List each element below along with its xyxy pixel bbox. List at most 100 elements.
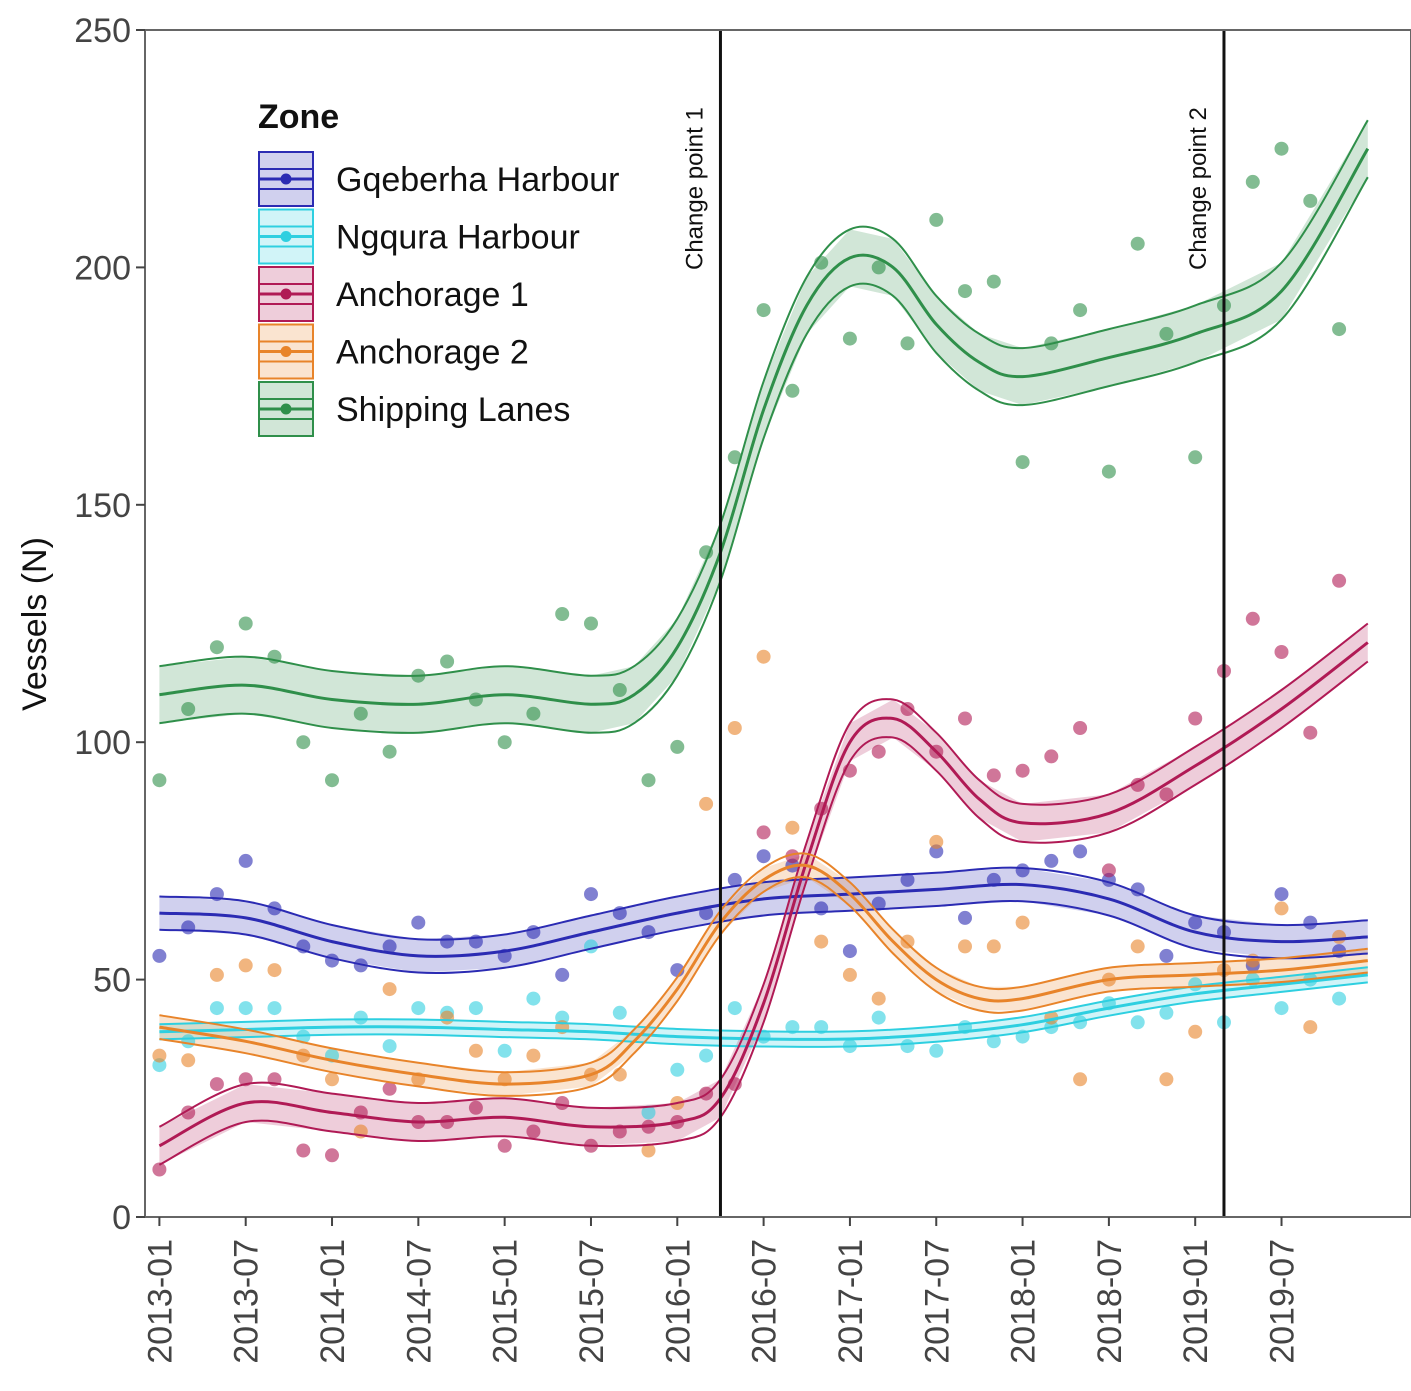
data-point (785, 1020, 800, 1035)
data-point (785, 383, 800, 398)
data-point (900, 702, 915, 716)
data-point (1303, 725, 1318, 740)
data-point (1015, 455, 1030, 470)
band-lower-line-2 (158, 660, 1369, 1166)
data-point (727, 721, 742, 735)
data-point (181, 1053, 196, 1068)
data-point (238, 616, 253, 631)
data-point (814, 1020, 829, 1035)
data-point (727, 872, 742, 887)
data-point (1044, 853, 1059, 868)
data-point (1332, 991, 1347, 1006)
data-point (152, 773, 167, 788)
data-point (1130, 1015, 1145, 1030)
data-point (871, 744, 886, 759)
legend-label: Shipping Lanes (336, 391, 570, 429)
band-upper-line-3 (159, 852, 1368, 1074)
data-point (468, 1100, 483, 1115)
data-point (526, 991, 541, 1006)
data-point (1159, 1072, 1174, 1087)
data-point (1015, 915, 1030, 930)
band-upper-line-4 (159, 119, 1369, 677)
x-tick-label: 2017-01 (832, 1239, 870, 1364)
trend-line-0 (159, 882, 1368, 958)
data-point (756, 649, 771, 664)
data-point (900, 336, 915, 351)
y-tick-label: 0 (112, 1199, 131, 1237)
data-point (1274, 901, 1289, 916)
band-lower-line-0 (159, 899, 1368, 974)
data-point (1015, 763, 1030, 778)
data-point (842, 331, 857, 346)
legend-marker (280, 346, 292, 357)
data-point (785, 820, 800, 835)
data-point (382, 1081, 397, 1096)
trend-line-1 (159, 973, 1368, 1041)
data-point (1073, 1072, 1088, 1087)
data-point (1101, 863, 1116, 878)
data-point (526, 1048, 541, 1063)
data-point (497, 735, 512, 750)
data-point (353, 706, 368, 721)
data-point (958, 711, 972, 726)
data-point (497, 1138, 512, 1153)
data-point (1015, 863, 1030, 878)
data-point (929, 212, 944, 227)
data-point (871, 896, 886, 911)
y-tick-label: 150 (74, 487, 131, 525)
y-tick-label: 200 (74, 249, 131, 287)
data-point (986, 939, 1001, 954)
data-point (1245, 611, 1260, 626)
band-upper-line-2 (158, 622, 1369, 1128)
data-point (1274, 1001, 1289, 1016)
data-point (181, 1034, 196, 1049)
data-point (641, 1105, 656, 1120)
trend-line-4 (159, 147, 1370, 706)
data-point (584, 887, 598, 902)
data-point (612, 683, 627, 697)
data-point (584, 939, 598, 954)
x-tick-label: 2014-07 (400, 1239, 438, 1364)
data-point (1332, 573, 1347, 588)
band-upper-line-1 (159, 966, 1368, 1033)
data-point (1159, 787, 1174, 802)
x-tick-label: 2013-07 (228, 1239, 266, 1364)
data-point (986, 1034, 1001, 1049)
data-point (1130, 236, 1145, 251)
data-point (871, 260, 886, 275)
data-point (1130, 939, 1145, 954)
axes: 0 50 100 150 200 250 2013-01 2013-07 2014-01 2014… (74, 12, 1301, 1364)
plot-frame (144, 29, 1411, 1218)
data-point (382, 744, 397, 759)
x-tick-label: 2014-01 (314, 1239, 352, 1364)
data-point (641, 773, 656, 788)
data-point (1101, 464, 1116, 479)
data-point (670, 739, 685, 754)
data-point (353, 958, 368, 973)
confidence-band-0 (159, 868, 1368, 973)
x-tick-label: 2016-07 (746, 1239, 784, 1364)
data-point (555, 1096, 570, 1110)
data-point (958, 939, 972, 954)
x-tick-label: 2015-01 (487, 1239, 525, 1364)
data-point (468, 1001, 483, 1016)
data-point (1188, 450, 1203, 465)
legend-label: Gqeberha Harbour (336, 161, 620, 199)
data-point (468, 1043, 483, 1058)
data-point (325, 773, 339, 788)
data-point (152, 948, 167, 963)
data-point (1073, 844, 1088, 859)
data-point (727, 450, 742, 465)
data-point (267, 963, 282, 978)
band-lower-line-4 (159, 176, 1369, 734)
data-point (842, 967, 857, 982)
trend-lines (158, 119, 1370, 1166)
data-point (209, 640, 224, 655)
data-point (814, 901, 829, 916)
x-tick-label: 2016-01 (659, 1239, 697, 1364)
data-point (181, 920, 196, 935)
data-point (1274, 141, 1289, 156)
data-point (1332, 322, 1347, 337)
